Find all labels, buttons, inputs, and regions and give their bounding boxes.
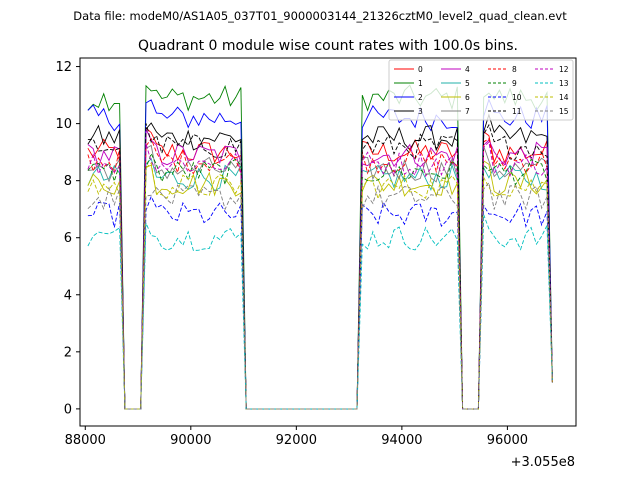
x-offset-label: +3.055e8 (511, 455, 575, 470)
legend-label-13: 13 (559, 79, 569, 88)
legend-label-8: 8 (512, 65, 517, 74)
y-tick-label: 6 (64, 231, 72, 246)
y-tick-label: 2 (64, 345, 72, 360)
legend-label-12: 12 (559, 65, 569, 74)
legend-label-7: 7 (465, 107, 470, 116)
x-tick-label: 88000 (65, 433, 106, 448)
legend-box (388, 59, 574, 121)
legend-label-15: 15 (559, 107, 569, 116)
chart-suptitle: Data file: modeM0/AS1A05_037T01_90000031… (73, 9, 567, 23)
x-tick-label: 92000 (276, 433, 317, 448)
x-tick-label: 96000 (487, 433, 528, 448)
series-line-12 (87, 141, 553, 410)
legend-label-9: 9 (512, 79, 517, 88)
y-tick-label: 0 (64, 402, 72, 417)
legend-label-0: 0 (418, 65, 423, 74)
legend-label-1: 1 (418, 79, 423, 88)
legend-label-4: 4 (465, 65, 470, 74)
legend-label-11: 11 (512, 107, 522, 116)
y-tick-label: 10 (55, 117, 72, 132)
y-tick-label: 4 (64, 288, 72, 303)
y-tick-label: 8 (64, 174, 72, 189)
y-tick-label: 12 (55, 60, 72, 75)
axes-frame (79, 57, 577, 427)
x-tick-label: 94000 (381, 433, 422, 448)
series-line-15 (87, 181, 553, 410)
legend-label-2: 2 (418, 93, 423, 102)
legend-label-6: 6 (465, 93, 470, 102)
chart-title: Quadrant 0 module wise count rates with … (138, 38, 518, 54)
legend-label-10: 10 (512, 93, 522, 102)
plot-area (87, 84, 553, 410)
x-tick-label: 90000 (170, 433, 211, 448)
legend-label-3: 3 (418, 107, 423, 116)
legend-label-5: 5 (465, 79, 470, 88)
legend-label-14: 14 (559, 93, 569, 102)
